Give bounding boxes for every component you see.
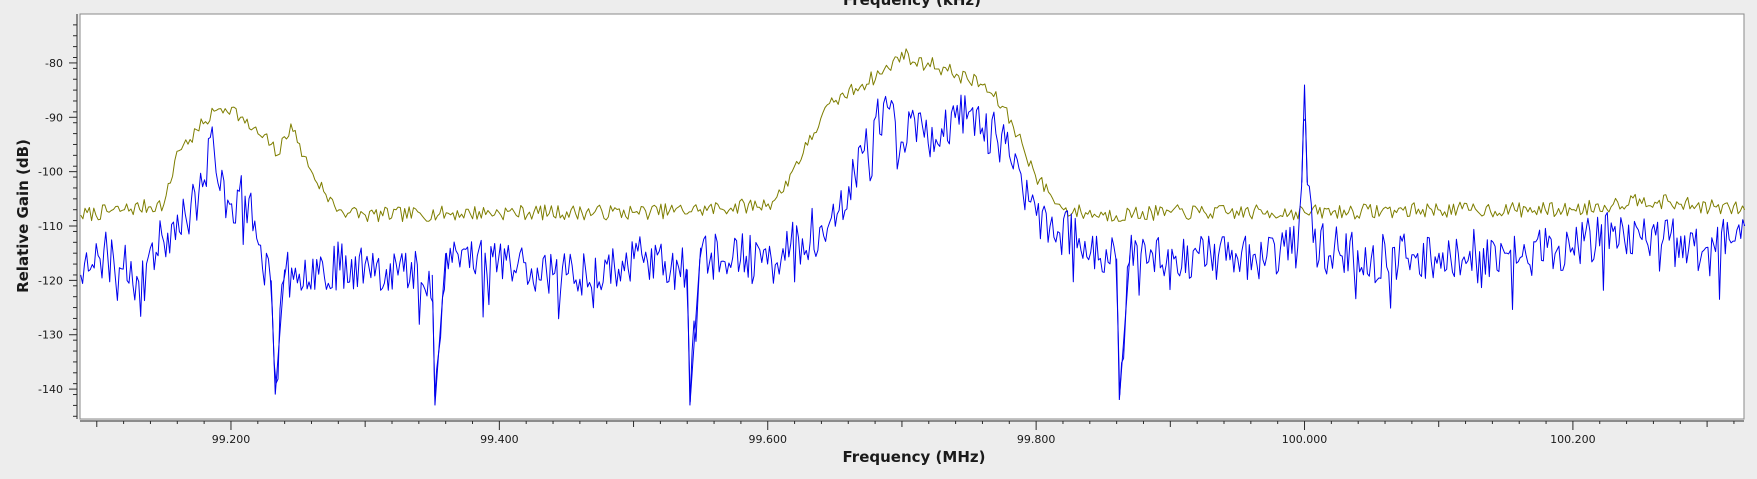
y-tick-label: -110 (38, 220, 63, 233)
y-tick-label: -120 (38, 274, 63, 287)
plot-canvas (79, 13, 1745, 420)
live-spectrum-spike (1116, 253, 1131, 401)
series-layer (80, 48, 1746, 406)
x-tick-label: 99.600 (748, 433, 787, 446)
y-tick-label: -100 (38, 166, 63, 179)
y-tick-label: -140 (38, 383, 63, 396)
x-tick-label: 99.400 (480, 433, 519, 446)
live-spectrum-spike (270, 269, 286, 395)
y-tick-label: -90 (45, 111, 63, 124)
x-axis: 99.200 99.400 99.600 99.800 100.000 100.200 (80, 420, 1744, 446)
live-spectrum-trace (80, 94, 1746, 403)
x-tick-label: 100.200 (1550, 433, 1596, 446)
x-tick-label: 99.200 (212, 433, 251, 446)
y-axis-title: Relative Gain (dB) (14, 139, 32, 293)
x-axis-title: Frequency (MHz) (843, 448, 986, 466)
live-spectrum-spike (431, 253, 447, 406)
y-tick-label: -80 (45, 57, 63, 70)
y-tick-label: -130 (38, 329, 63, 342)
top-axis-title-partial: Frequency (kHz) (843, 0, 981, 9)
x-tick-label: 100.000 (1282, 433, 1328, 446)
x-tick-label: 99.800 (1017, 433, 1056, 446)
max-hold-trace (80, 48, 1746, 223)
live-spectrum-spike (1301, 84, 1308, 183)
y-axis: -80 -90 -100 -110 -120 -130 -140 (38, 14, 78, 419)
live-spectrum-spike (686, 247, 702, 406)
